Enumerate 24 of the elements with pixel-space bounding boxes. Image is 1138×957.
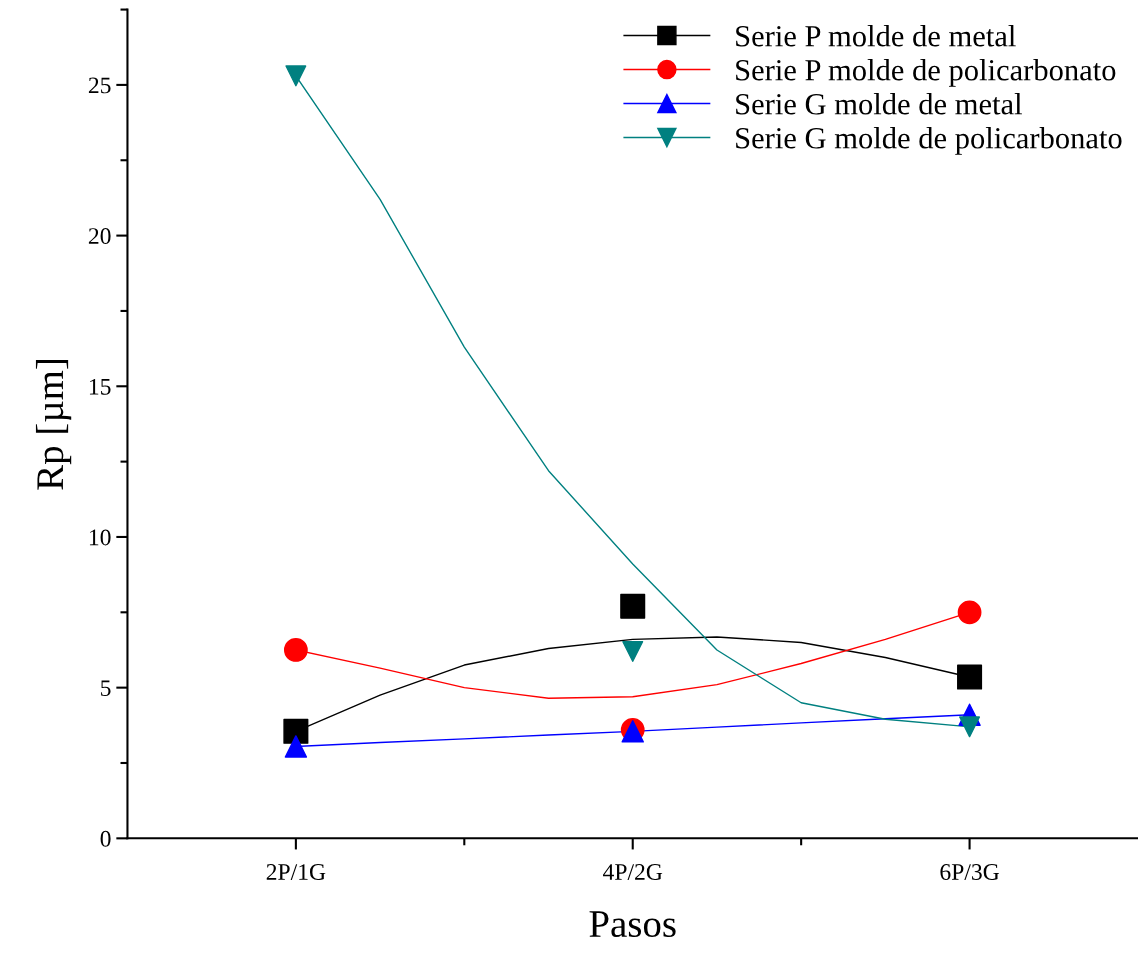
point xyxy=(622,640,644,662)
point xyxy=(283,638,308,662)
legend-label: Serie G molde de metal xyxy=(736,93,1022,115)
legend-label: Serie G molde de policarbonato xyxy=(736,127,1122,155)
y-axis-title: Rp [µm] xyxy=(35,360,72,490)
legend-label: Serie P molde de policarbonato xyxy=(736,59,1116,87)
point xyxy=(620,593,646,619)
y-tick-label: 0 xyxy=(100,830,111,847)
x-tick-label: 4P/2G xyxy=(603,864,663,880)
x-tick-label: 2P/1G xyxy=(266,864,326,880)
y-tick-label: 20 xyxy=(88,228,111,245)
point xyxy=(957,600,982,625)
y-tick-label: 5 xyxy=(101,680,111,697)
y-tick-label: 25 xyxy=(88,77,111,94)
x-tick-label: 6P/3G xyxy=(940,864,1000,880)
y-tick-label: 10 xyxy=(89,529,111,546)
point xyxy=(284,735,308,758)
x-axis-title: Pasos xyxy=(589,911,676,938)
point xyxy=(285,65,307,87)
y-tick-label: 15 xyxy=(89,378,111,395)
point xyxy=(283,718,309,744)
point xyxy=(957,664,983,690)
point xyxy=(959,716,981,738)
legend-label: Serie P molde de metal xyxy=(736,25,1016,47)
